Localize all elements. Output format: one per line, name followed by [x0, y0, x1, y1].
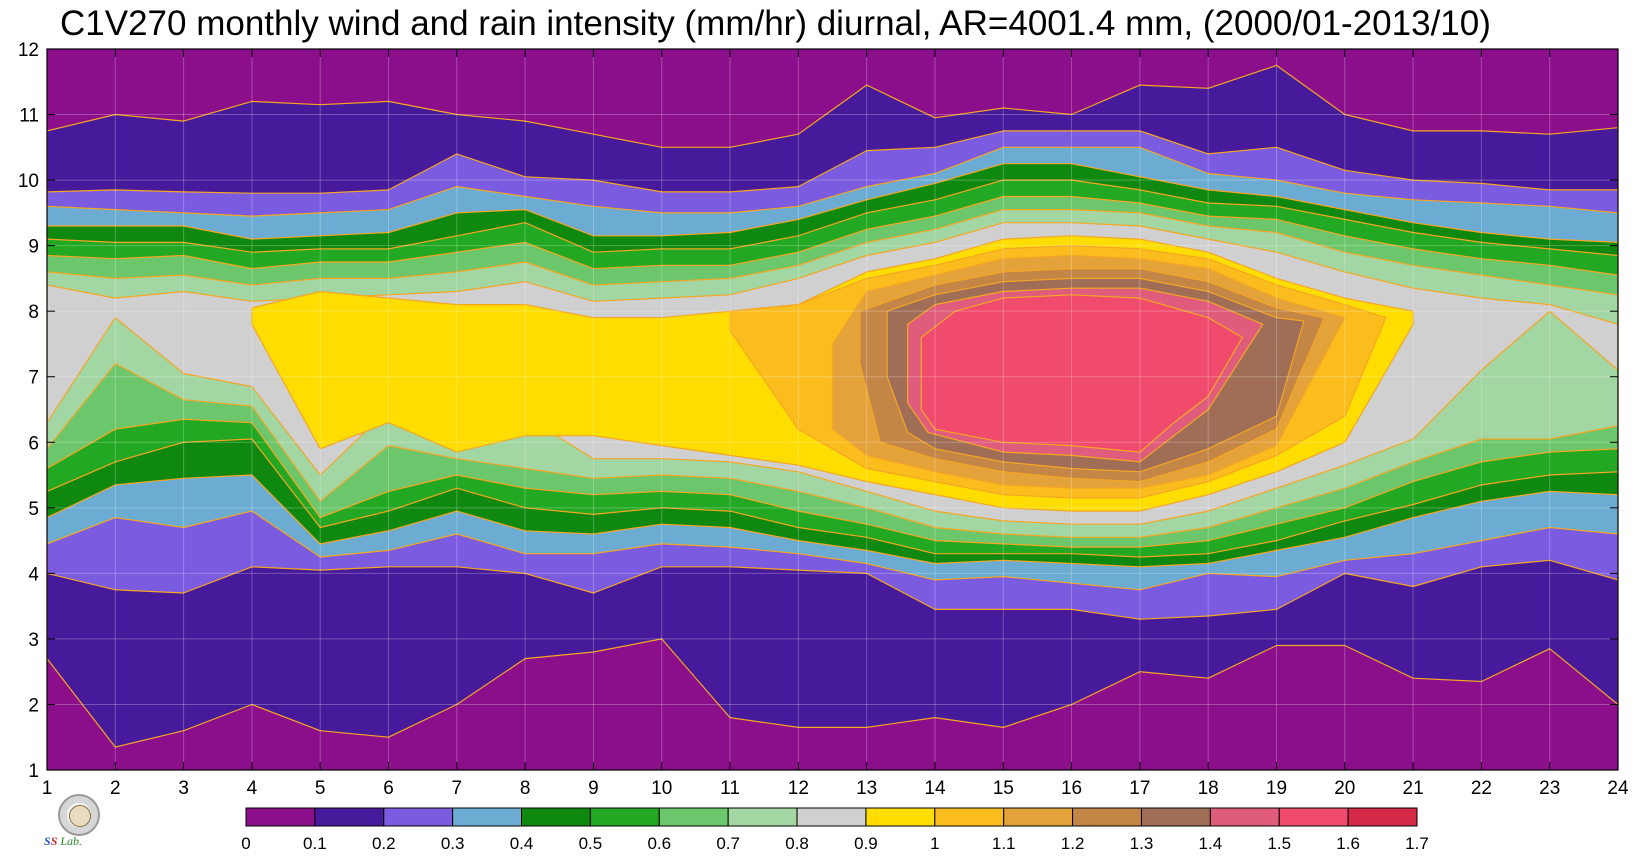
x-tick-label: 16 [1061, 778, 1082, 799]
y-tick-label: 8 [28, 302, 39, 323]
colorbar-label: 0.5 [579, 834, 603, 853]
colorbar-label: 1.2 [1061, 834, 1085, 853]
colorbar-swatch [1003, 807, 1074, 827]
colorbar-swatch [1140, 807, 1211, 827]
x-tick-label: 15 [993, 778, 1014, 799]
contour-bands [47, 64, 1618, 748]
colorbar-label: 0.1 [303, 834, 327, 853]
x-tick-label: 10 [651, 778, 672, 799]
colorbar-label: 0.8 [785, 834, 809, 853]
x-tick-label: 22 [1471, 778, 1492, 799]
colorbar-swatch [383, 807, 454, 827]
colorbar-swatch [1072, 807, 1142, 827]
colorbar-label: 0.7 [716, 834, 740, 853]
colorbar-label: 1.1 [992, 834, 1016, 853]
x-tick-label: 9 [588, 778, 599, 799]
colorbar-swatch [1278, 807, 1349, 827]
colorbar-label: 1.3 [1130, 834, 1154, 853]
y-tick-label: 4 [28, 564, 39, 585]
x-tick-label: 18 [1198, 778, 1219, 799]
x-tick-label: 7 [452, 778, 463, 799]
colorbar-swatch [589, 807, 660, 827]
y-tick-label: 5 [28, 499, 39, 520]
x-tick-label: 17 [1129, 778, 1150, 799]
contour-band-1.5 [920, 294, 1243, 453]
colorbar-swatch [1347, 807, 1418, 827]
x-tick-label: 2 [110, 778, 121, 799]
x-tick-label: 14 [924, 778, 946, 799]
colorbar-swatch [1209, 807, 1280, 827]
x-tick-label: 8 [520, 778, 531, 799]
colorbar-label: 1.4 [1199, 834, 1223, 853]
y-tick-label: 10 [18, 171, 39, 192]
x-tick-label: 3 [178, 778, 189, 799]
colorbar-swatch [245, 807, 316, 827]
lab-logo-text: SS Lab. [44, 834, 83, 848]
x-tick-label: 20 [1334, 778, 1355, 799]
colorbar-label: 0.9 [854, 834, 878, 853]
y-tick-label: 3 [28, 630, 39, 651]
x-tick-label: 5 [315, 778, 326, 799]
x-tick-label: 23 [1539, 778, 1560, 799]
x-tick-label: 12 [788, 778, 809, 799]
colorbar-swatch [521, 807, 591, 827]
colorbar-swatch [658, 807, 729, 827]
colorbar-swatch [796, 807, 867, 827]
x-tick-label: 19 [1266, 778, 1287, 799]
colorbar-swatch [452, 807, 523, 827]
x-tick-label: 11 [720, 778, 740, 799]
x-tick-label: 13 [856, 778, 877, 799]
chart-title: C1V270 monthly wind and rain intensity (… [60, 4, 1491, 43]
colorbar-label: 1.6 [1336, 834, 1360, 853]
y-tick-label: 6 [28, 433, 39, 454]
colorbar-label: 0.6 [647, 834, 671, 853]
colorbar-label: 0.3 [441, 834, 465, 853]
x-tick-label: 4 [247, 778, 258, 799]
colorbar-label: 1.7 [1405, 834, 1429, 853]
colorbar-label: 1.5 [1267, 834, 1291, 853]
lab-logo: SS Lab. [44, 794, 116, 860]
x-tick-label: 6 [383, 778, 394, 799]
y-tick-label: 9 [28, 237, 39, 258]
colorbar-label: 0.2 [372, 834, 396, 853]
x-tick-label: 24 [1607, 778, 1629, 799]
y-tick-label: 7 [28, 368, 39, 389]
colorbar-label: 0 [241, 834, 250, 853]
x-tick-label: 1 [42, 778, 53, 799]
colorbar-label: 0.4 [510, 834, 534, 853]
x-tick-label: 21 [1403, 778, 1424, 799]
colorbar-swatch [727, 807, 798, 827]
university-seal-icon [58, 794, 100, 836]
colorbar-swatch [314, 807, 385, 827]
colorbar-swatch [934, 807, 1005, 827]
y-tick-label: 12 [18, 40, 39, 61]
y-tick-label: 2 [28, 695, 39, 716]
colorbar-swatch [865, 807, 936, 827]
plot-frame [46, 48, 1619, 771]
y-tick-label: 11 [19, 106, 39, 127]
colorbar-label: 1 [930, 834, 939, 853]
y-tick-label: 1 [28, 761, 39, 782]
